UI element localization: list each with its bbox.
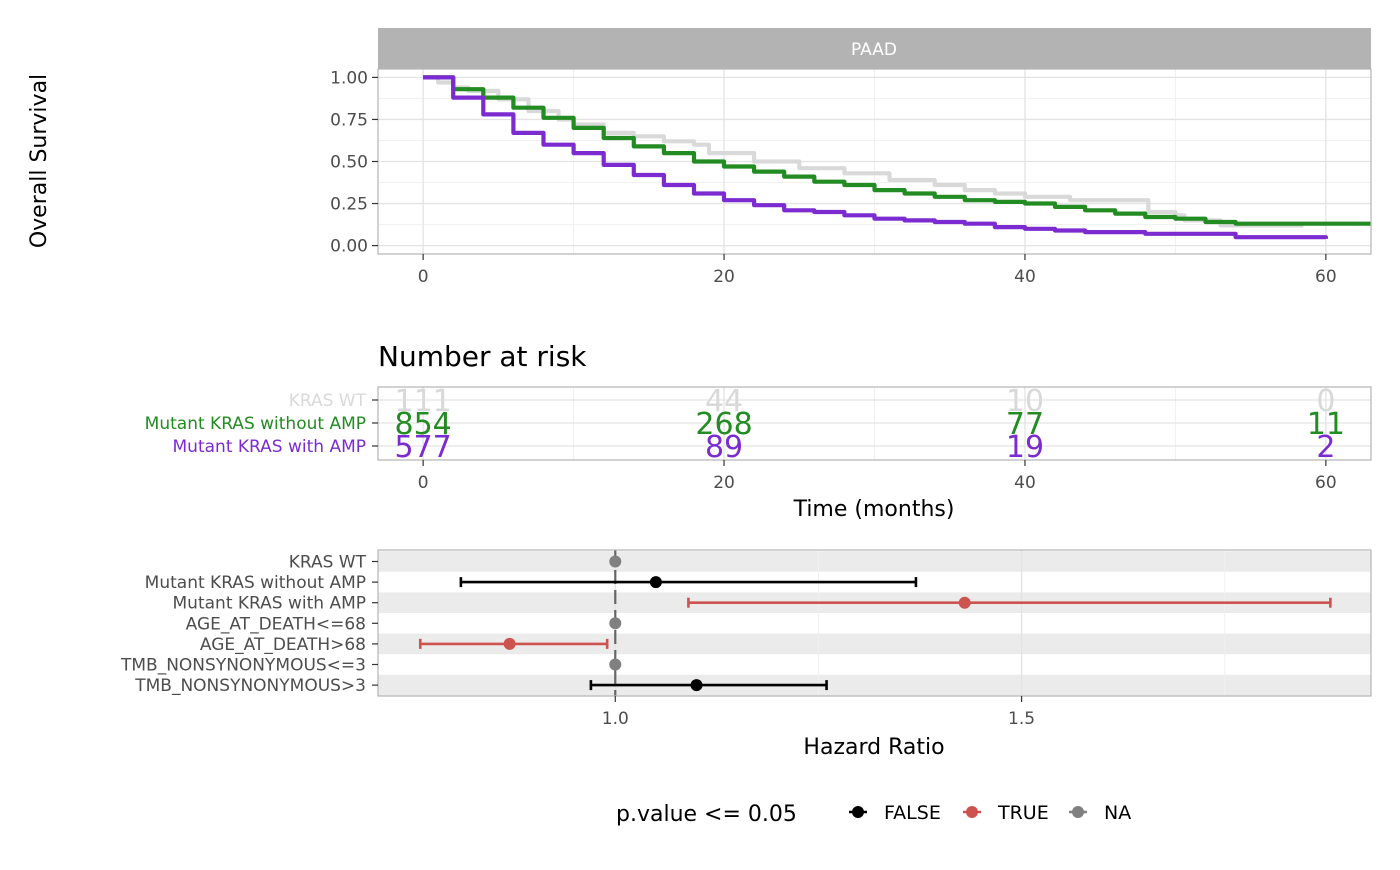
forest-point <box>649 576 662 589</box>
risk-count: 2 <box>1316 430 1335 465</box>
survival-y-tick-label: 0.50 <box>330 153 368 173</box>
forest-x-tick-label: 1.0 <box>602 709 629 729</box>
survival-x-tick-label: 60 <box>1315 267 1337 287</box>
forest-row-label: Mutant KRAS with AMP <box>173 594 366 614</box>
survival-y-label: Overall Survival <box>27 74 52 248</box>
survival-x-tick-label: 20 <box>713 267 735 287</box>
risk-table-x-label: Time (months) <box>793 497 955 522</box>
legend-item-label: NA <box>1104 802 1131 824</box>
risk-table-gridlines <box>378 387 1371 460</box>
legend-key-point <box>852 806 864 818</box>
forest-x-axis: 1.0 1.5 <box>602 696 1035 729</box>
forest-row-band <box>378 551 1371 572</box>
risk-count: 10 <box>1006 384 1044 419</box>
forest-point <box>609 617 622 630</box>
risk-count: 77 <box>1006 407 1044 442</box>
risk-table-row-label: Mutant KRAS with AMP <box>173 437 366 457</box>
forest-row-label: KRAS WT <box>289 553 367 573</box>
risk-table-x-axis: 0 20 40 60 <box>418 460 1337 493</box>
legend-items: FALSE TRUE NA <box>849 802 1131 824</box>
forest-estimates <box>418 555 1332 692</box>
risk-table-x-tick-label: 40 <box>1014 473 1036 493</box>
survival-panel: PAAD 0.00 0.25 0.50 0.75 1.00 0 20 40 60 Overal… <box>27 28 1372 287</box>
risk-table-values: 111 44 10 0 854 268 77 11 577 89 19 2 <box>395 384 1345 465</box>
forest-point <box>609 658 622 671</box>
legend-key-point <box>966 806 978 818</box>
forest-point <box>503 637 516 650</box>
forest-row-label: AGE_AT_DEATH<=68 <box>186 614 366 634</box>
forest-plot-background <box>378 550 1371 696</box>
risk-table-row-label: KRAS WT <box>289 391 367 411</box>
survival-strip-label: PAAD <box>851 40 897 60</box>
survival-y-tick-label: 0.00 <box>330 237 368 257</box>
forest-row-label: AGE_AT_DEATH>68 <box>200 635 366 655</box>
survival-curves <box>423 75 1371 240</box>
risk-table-title: Number at risk <box>378 340 587 373</box>
forest-row-label: TMB_NONSYNONYMOUS<=3 <box>120 656 366 676</box>
risk-count: 44 <box>705 384 743 419</box>
survival-x-tick-label: 40 <box>1014 267 1036 287</box>
survival-strip <box>378 28 1371 69</box>
forest-point <box>609 555 622 568</box>
forest-point <box>690 679 703 692</box>
risk-count: 89 <box>705 430 743 465</box>
forest-x-tick-label: 1.5 <box>1008 709 1035 729</box>
survival-y-tick-label: 0.75 <box>330 110 368 130</box>
forest-point <box>958 596 971 609</box>
risk-count: 19 <box>1006 430 1044 465</box>
survival-y-tick-label: 1.00 <box>330 68 368 88</box>
legend-item-label: FALSE <box>884 802 941 824</box>
risk-table-row-label: Mutant KRAS without AMP <box>145 414 366 434</box>
risk-count: 577 <box>395 430 452 465</box>
survival-curve-mutant-kras-without-amp <box>423 75 1371 226</box>
survival-x-axis: 0 20 40 60 <box>418 254 1337 287</box>
risk-table-row-labels: KRAS WT Mutant KRAS without AMP Mutant KRA… <box>145 391 378 457</box>
forest-row-band <box>378 674 1371 696</box>
survival-curve-mutant-kras-with-amp <box>423 75 1328 240</box>
survival-y-tick-label: 0.25 <box>330 195 368 215</box>
forest-row-band <box>378 633 1371 655</box>
risk-count: 0 <box>1316 384 1335 419</box>
forest-row-label: Mutant KRAS without AMP <box>145 573 366 593</box>
survival-y-axis: 0.00 0.25 0.50 0.75 1.00 <box>330 68 378 257</box>
forest-row-label: TMB_NONSYNONYMOUS>3 <box>134 676 366 696</box>
forest-x-label: Hazard Ratio <box>803 735 944 760</box>
risk-count: 268 <box>695 407 752 442</box>
legend: p.value <= 0.05 FALSE TRUE NA <box>616 802 1131 827</box>
risk-count: 111 <box>395 384 452 419</box>
survival-x-tick-label: 0 <box>418 267 429 287</box>
risk-table-x-tick-label: 0 <box>418 473 429 493</box>
risk-count: 854 <box>395 407 452 442</box>
legend-key-point <box>1072 806 1084 818</box>
risk-count: 11 <box>1307 407 1345 442</box>
risk-table-x-tick-label: 60 <box>1315 473 1337 493</box>
legend-item-label: TRUE <box>997 802 1049 824</box>
legend-title: p.value <= 0.05 <box>616 802 797 827</box>
risk-table-x-tick-label: 20 <box>713 473 735 493</box>
forest-row-bands <box>378 550 1371 696</box>
risk-table-panel: Number at risk 111 44 10 0 854 268 77 11 577 89 19… <box>145 340 1372 522</box>
survival-curve-kras-wt <box>423 75 1304 228</box>
